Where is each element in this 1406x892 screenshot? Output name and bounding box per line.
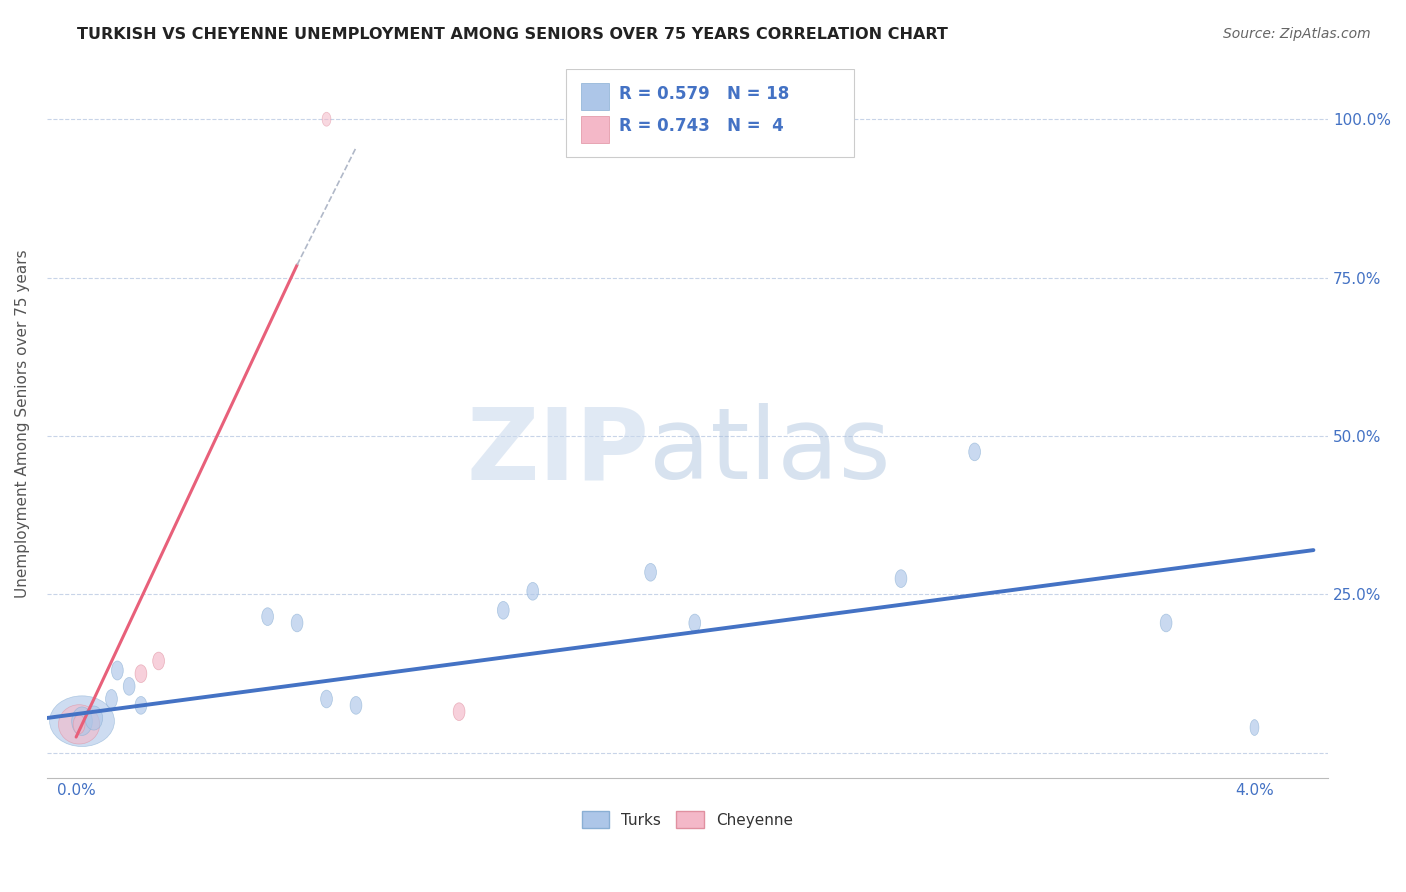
Ellipse shape [105,690,117,708]
Legend: Turks, Cheyenne: Turks, Cheyenne [575,805,800,834]
Text: Source: ZipAtlas.com: Source: ZipAtlas.com [1223,27,1371,41]
Ellipse shape [1160,614,1173,632]
Ellipse shape [124,677,135,695]
Ellipse shape [135,665,146,682]
Ellipse shape [59,705,100,744]
Ellipse shape [1250,720,1258,735]
Ellipse shape [322,112,330,126]
FancyBboxPatch shape [581,116,609,143]
Ellipse shape [498,601,509,619]
FancyBboxPatch shape [581,84,609,111]
Ellipse shape [111,661,124,680]
Ellipse shape [527,582,538,600]
Ellipse shape [153,652,165,670]
Text: R = 0.579   N = 18: R = 0.579 N = 18 [620,85,790,103]
Ellipse shape [262,607,274,625]
Ellipse shape [969,443,980,461]
Ellipse shape [321,690,332,708]
Ellipse shape [73,714,84,734]
Y-axis label: Unemployment Among Seniors over 75 years: Unemployment Among Seniors over 75 years [15,249,30,598]
Ellipse shape [84,706,103,730]
Ellipse shape [291,614,302,632]
Ellipse shape [49,696,114,747]
Ellipse shape [689,614,700,632]
Ellipse shape [350,697,361,714]
Ellipse shape [453,703,465,721]
FancyBboxPatch shape [565,69,853,157]
Ellipse shape [135,697,146,714]
Ellipse shape [896,570,907,588]
Ellipse shape [72,707,93,735]
Ellipse shape [645,564,657,582]
Text: R = 0.743   N =  4: R = 0.743 N = 4 [620,118,785,136]
Text: ZIP: ZIP [465,403,650,500]
Text: atlas: atlas [650,403,890,500]
Text: TURKISH VS CHEYENNE UNEMPLOYMENT AMONG SENIORS OVER 75 YEARS CORRELATION CHART: TURKISH VS CHEYENNE UNEMPLOYMENT AMONG S… [77,27,948,42]
